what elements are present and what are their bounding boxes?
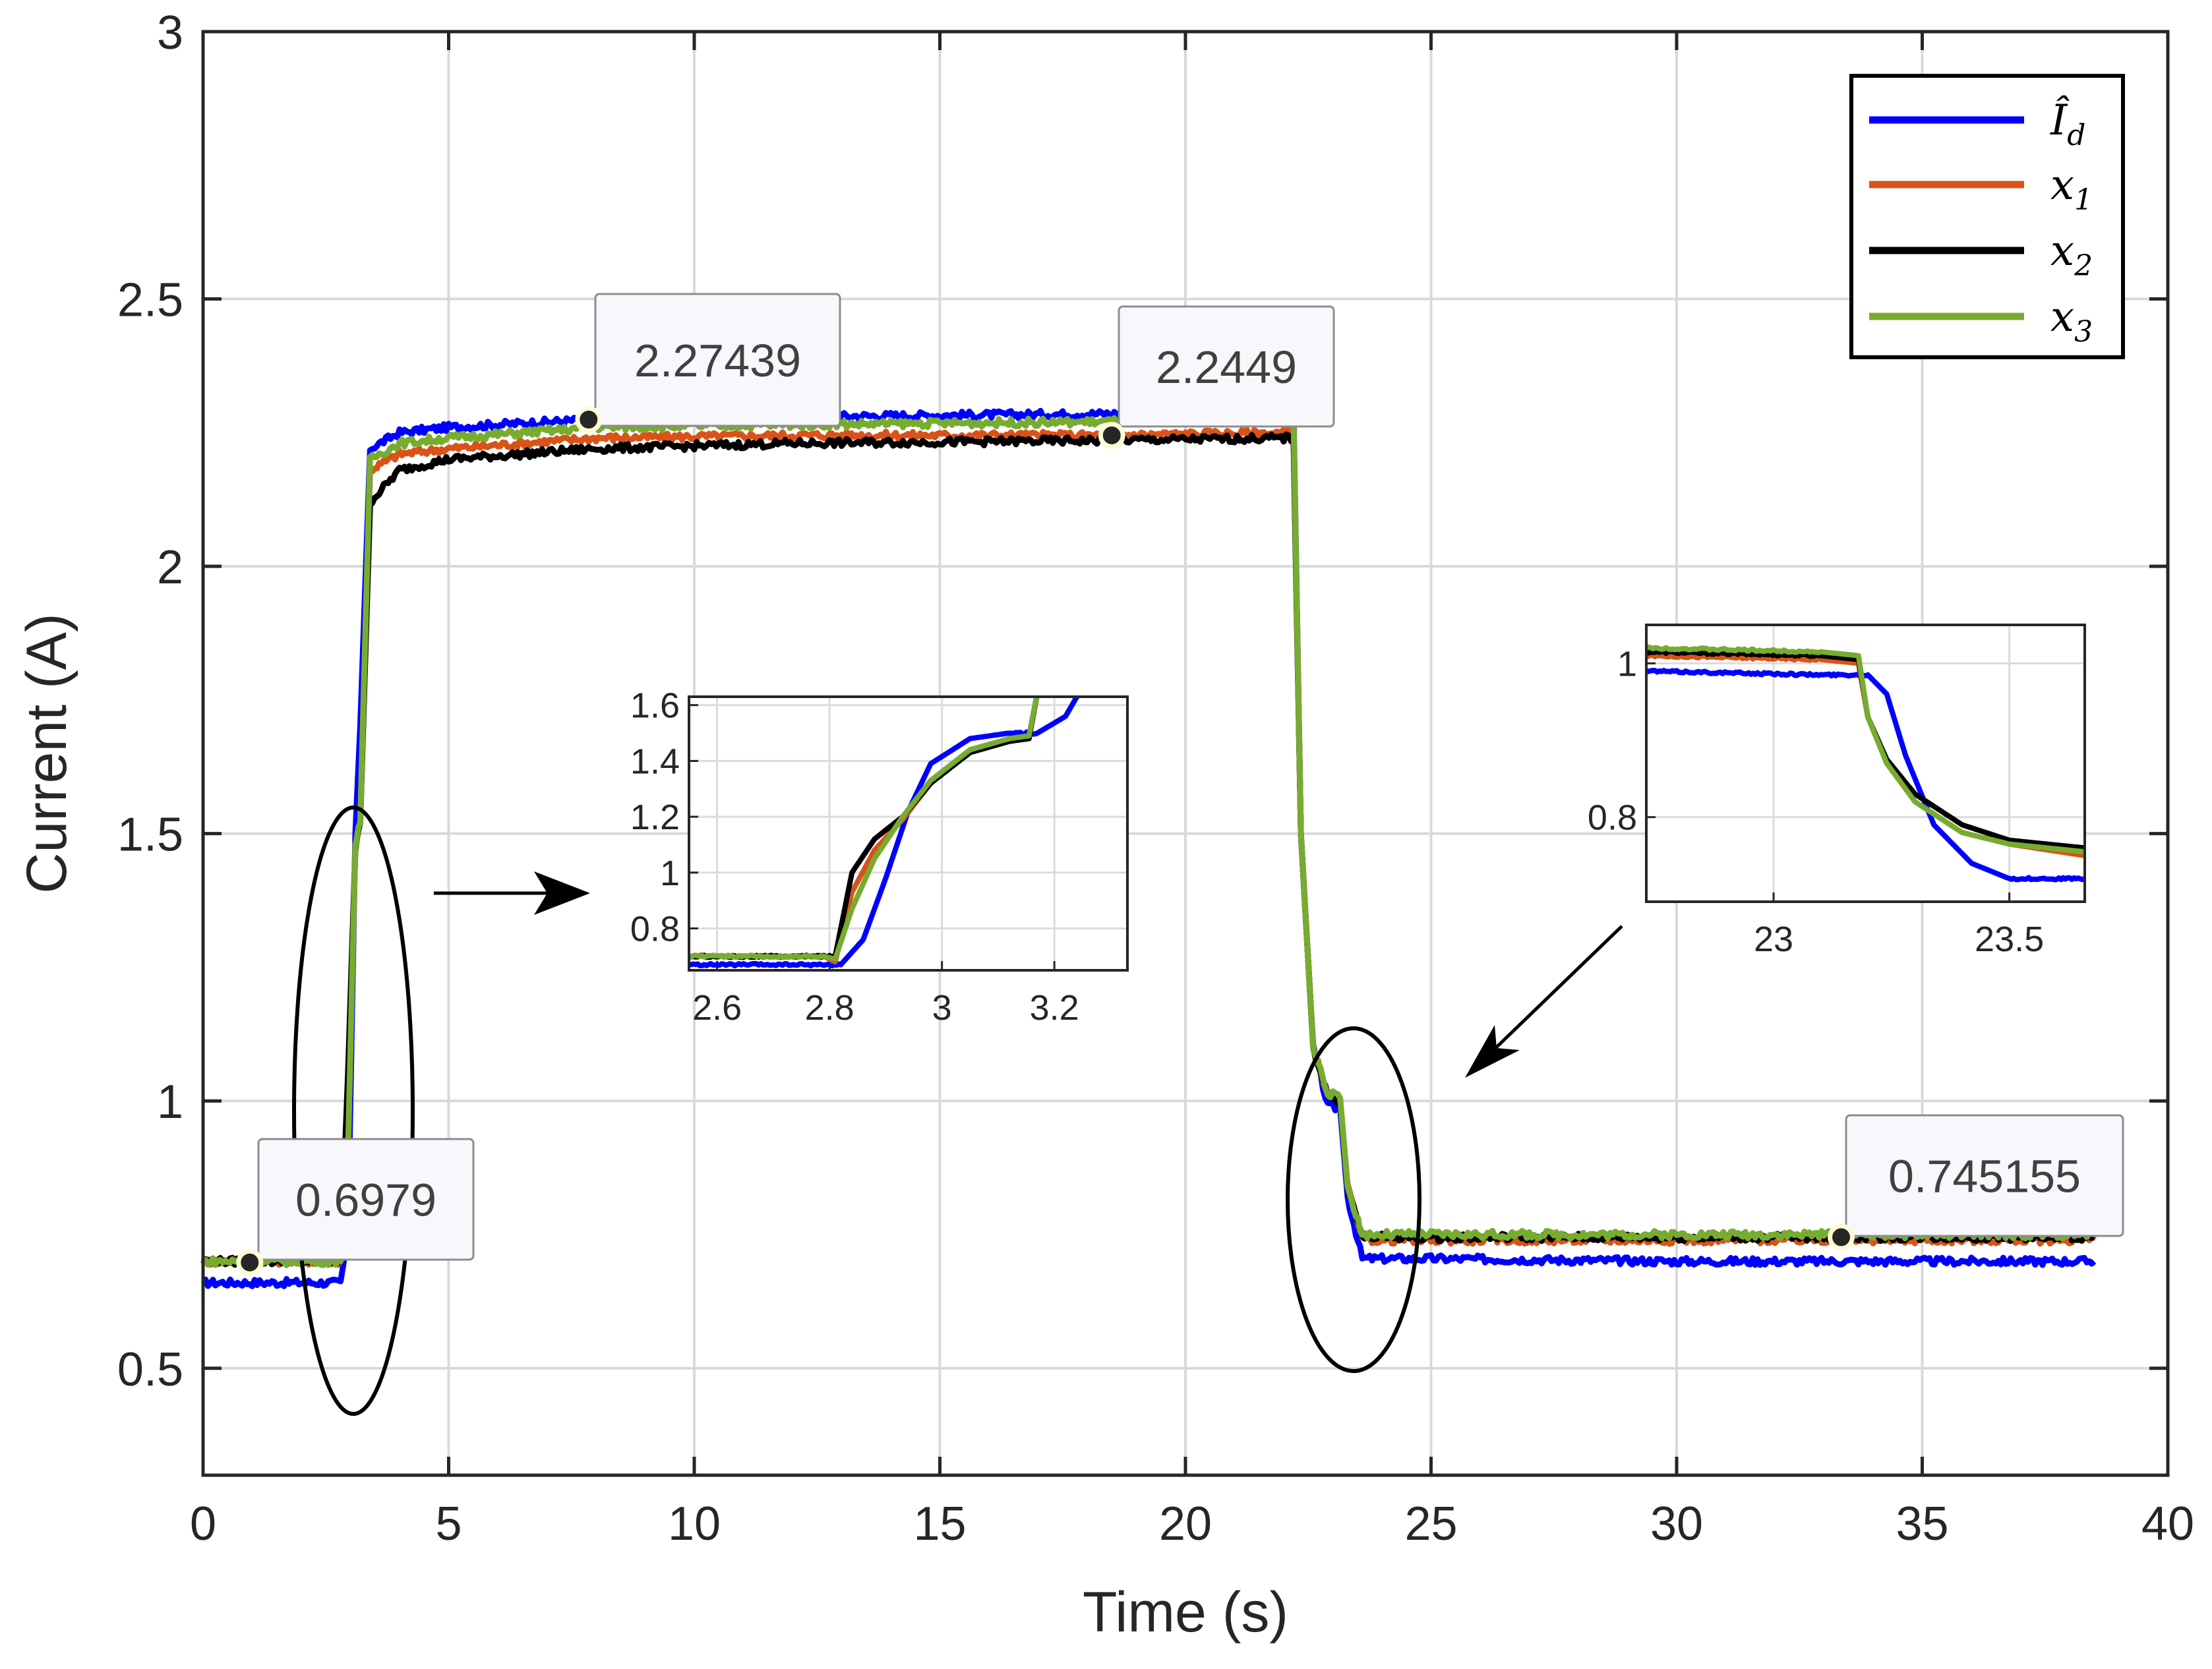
inset-x-tick-label: 23 bbox=[1754, 920, 1793, 959]
legend-label: Îd bbox=[2050, 96, 2085, 152]
legend-entry: x1 bbox=[1869, 161, 2093, 217]
main-ticks: 0 5 10 15 20 25 30 35 40 0.5 1 1.5 2 2.5 3 bbox=[117, 7, 2194, 1550]
inset-x-tick-label: 2.6 bbox=[692, 988, 742, 1028]
inset-left: 2.6 2.8 3 3.2 0.8 1 1.2 1.4 1.6 bbox=[630, 686, 1129, 1028]
x-tick-label: 30 bbox=[1650, 1498, 1703, 1550]
datatip[interactable]: 0.745155 bbox=[1828, 1114, 2124, 1251]
legend-label: x3 bbox=[2050, 293, 2093, 349]
x-tick-label: 15 bbox=[913, 1498, 966, 1550]
inset-axes-box bbox=[688, 695, 1129, 972]
datatip[interactable]: 2.2449 bbox=[1098, 305, 1335, 449]
arrow-left bbox=[434, 871, 590, 915]
y-tick-label: 3 bbox=[157, 7, 183, 59]
y-tick-label: 1 bbox=[157, 1076, 183, 1128]
inset-y-tick-label: 1.2 bbox=[630, 798, 680, 837]
datatip-marker[interactable] bbox=[236, 1248, 264, 1276]
zoom-ellipse-left bbox=[292, 805, 415, 1416]
inset-background bbox=[1646, 625, 2085, 902]
inset-series-line-0 bbox=[689, 697, 1080, 969]
inset-y-tick-label: 1 bbox=[1617, 644, 1637, 684]
inset-x-tick-label: 3.2 bbox=[1030, 988, 1079, 1028]
inset-y-tick-label: 1.4 bbox=[630, 742, 680, 781]
datatip-box bbox=[1845, 1114, 2124, 1237]
legend-entry: x3 bbox=[1869, 293, 2093, 349]
arrow-right bbox=[1465, 925, 1623, 1078]
datatip-box bbox=[1118, 305, 1335, 428]
y-tick-label: 2.5 bbox=[117, 274, 183, 327]
legend-label: x1 bbox=[2050, 161, 2093, 217]
inset-y-tick-label: 0.8 bbox=[1588, 798, 1637, 838]
x-tick-label: 40 bbox=[2141, 1498, 2194, 1550]
inset-right: 23 23.5 0.8 1 bbox=[1588, 624, 2086, 959]
datatip-box bbox=[594, 293, 841, 427]
inset-y-tick-label: 1.6 bbox=[630, 686, 680, 726]
main-grid bbox=[202, 30, 2169, 1475]
inset-x-tick-label: 2.8 bbox=[805, 988, 854, 1028]
x-tick-label: 0 bbox=[190, 1498, 216, 1550]
x-axis-label: Time (s) bbox=[1083, 1581, 1288, 1644]
datatips: 0.6979 2.27439 2.2449 0.745155 bbox=[236, 293, 2124, 1276]
datatip-label: 2.27439 bbox=[634, 335, 801, 386]
x-tick-label: 20 bbox=[1159, 1498, 1212, 1550]
x-tick-label: 10 bbox=[668, 1498, 721, 1550]
y-tick-label: 0.5 bbox=[117, 1343, 183, 1396]
datatip-box bbox=[257, 1138, 475, 1261]
y-axis-label: Current (A) bbox=[15, 613, 78, 893]
datatip-marker[interactable] bbox=[575, 406, 603, 434]
datatip[interactable]: 0.6979 bbox=[236, 1138, 475, 1276]
legend-label: x2 bbox=[2050, 227, 2093, 283]
y-tick-label: 1.5 bbox=[117, 809, 183, 862]
inset-y-tick-label: 1 bbox=[660, 854, 680, 893]
legend-entry: x2 bbox=[1869, 227, 2093, 283]
y-tick-label: 2 bbox=[157, 541, 183, 594]
x-tick-label: 5 bbox=[435, 1498, 462, 1550]
legend: Îd x1 x2 x3 bbox=[1849, 74, 2125, 359]
datatip-marker[interactable] bbox=[1828, 1223, 1855, 1251]
datatip-label: 2.2449 bbox=[1156, 341, 1297, 393]
inset-axes-box bbox=[1645, 624, 2086, 903]
inset-x-tick-label: 23.5 bbox=[1975, 920, 2044, 959]
datatip-marker[interactable] bbox=[1098, 421, 1125, 449]
inset-series-line-3 bbox=[689, 697, 1040, 962]
inset-series-line-0 bbox=[1646, 668, 2085, 883]
legend-entry: Îd bbox=[1869, 96, 2085, 152]
x-tick-label: 35 bbox=[1896, 1498, 1948, 1550]
zoom-ellipse-right bbox=[1286, 1026, 1421, 1373]
datatip-label: 0.745155 bbox=[1888, 1151, 2081, 1202]
inset-y-tick-label: 0.8 bbox=[630, 909, 680, 949]
inset-series-line-3 bbox=[1646, 644, 2085, 855]
datatip-label: 0.6979 bbox=[295, 1175, 436, 1226]
inset-x-tick-label: 3 bbox=[932, 988, 952, 1028]
x-tick-label: 25 bbox=[1404, 1498, 1457, 1550]
datatip[interactable]: 2.27439 bbox=[575, 293, 841, 434]
